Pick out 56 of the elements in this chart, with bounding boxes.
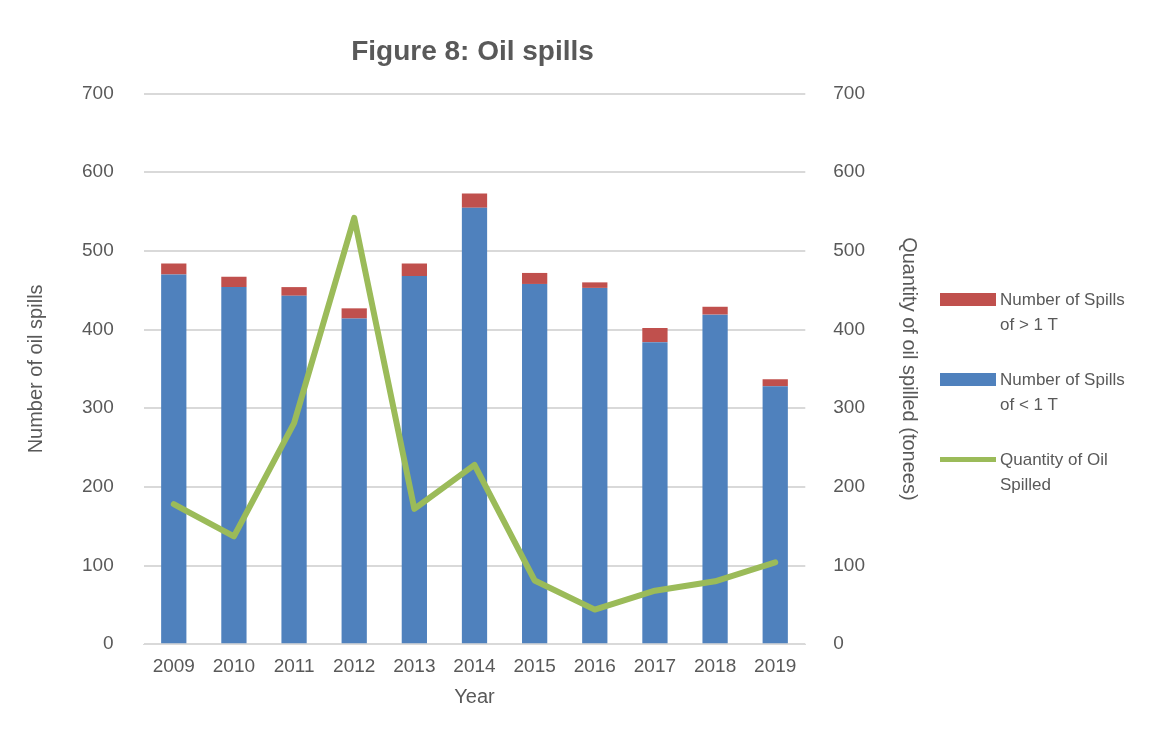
bar bbox=[341, 318, 367, 644]
legend-label: Number of Spills of < 1 T bbox=[1000, 368, 1126, 416]
y-tick-label: 200 bbox=[82, 475, 114, 497]
y2-tick-label: 300 bbox=[833, 396, 865, 418]
legend-label: Number of Spills of > 1 T bbox=[1000, 288, 1126, 336]
y-tick-label: 0 bbox=[103, 632, 114, 654]
bar bbox=[221, 276, 247, 288]
y-tick-label: 700 bbox=[82, 81, 114, 103]
x-tick-label: 2016 bbox=[573, 654, 616, 676]
y2-tick-label: 100 bbox=[833, 553, 865, 575]
bar bbox=[522, 272, 548, 284]
x-axis-title: Year bbox=[454, 684, 496, 707]
y2-tick-label: 600 bbox=[833, 160, 865, 182]
x-tick-label: 2017 bbox=[633, 654, 677, 676]
x-tick-label: 2009 bbox=[152, 654, 195, 676]
bar bbox=[281, 295, 307, 644]
y2-tick-label: 700 bbox=[833, 81, 865, 103]
bar bbox=[401, 263, 427, 277]
bar bbox=[221, 287, 247, 644]
legend-label: Quantity of Oil Spilled bbox=[1000, 448, 1109, 496]
x-tick-label: 2015 bbox=[513, 654, 556, 676]
bar bbox=[461, 207, 488, 644]
x-tick-label: 2013 bbox=[393, 654, 436, 676]
y2-tick-label: 500 bbox=[833, 239, 865, 261]
y2-axis-title: Quantity of oil spilled (tonees) bbox=[899, 237, 922, 501]
y-tick-label: 100 bbox=[82, 553, 114, 575]
bar bbox=[762, 379, 788, 387]
bar bbox=[161, 263, 187, 275]
bar bbox=[161, 274, 187, 644]
y-axis-title: Number of oil spills bbox=[23, 284, 46, 454]
bar bbox=[582, 282, 608, 288]
x-tick-label: 2010 bbox=[212, 654, 256, 676]
bar bbox=[522, 283, 548, 644]
bar bbox=[702, 306, 728, 315]
x-tick-label: 2019 bbox=[754, 654, 797, 676]
y2-tick-label: 400 bbox=[833, 317, 865, 339]
bar bbox=[341, 308, 367, 319]
bar bbox=[642, 328, 668, 343]
x-tick-label: 2012 bbox=[333, 654, 376, 676]
bar bbox=[762, 386, 788, 644]
y-tick-label: 400 bbox=[82, 317, 114, 339]
x-tick-label: 2011 bbox=[273, 654, 315, 676]
bar bbox=[461, 193, 488, 208]
y2-tick-label: 0 bbox=[833, 632, 844, 654]
bar bbox=[401, 276, 427, 644]
bar bbox=[582, 287, 608, 644]
chart-title: Figure 8: Oil spills bbox=[351, 34, 594, 66]
bar bbox=[281, 287, 307, 296]
x-tick-label: 2014 bbox=[453, 654, 497, 676]
y2-tick-label: 200 bbox=[833, 475, 865, 497]
bar bbox=[642, 342, 668, 644]
y-tick-label: 500 bbox=[82, 239, 114, 261]
bar bbox=[702, 314, 728, 644]
y-tick-label: 300 bbox=[82, 396, 114, 418]
x-tick-label: 2018 bbox=[693, 654, 737, 676]
y-tick-label: 600 bbox=[82, 160, 114, 182]
